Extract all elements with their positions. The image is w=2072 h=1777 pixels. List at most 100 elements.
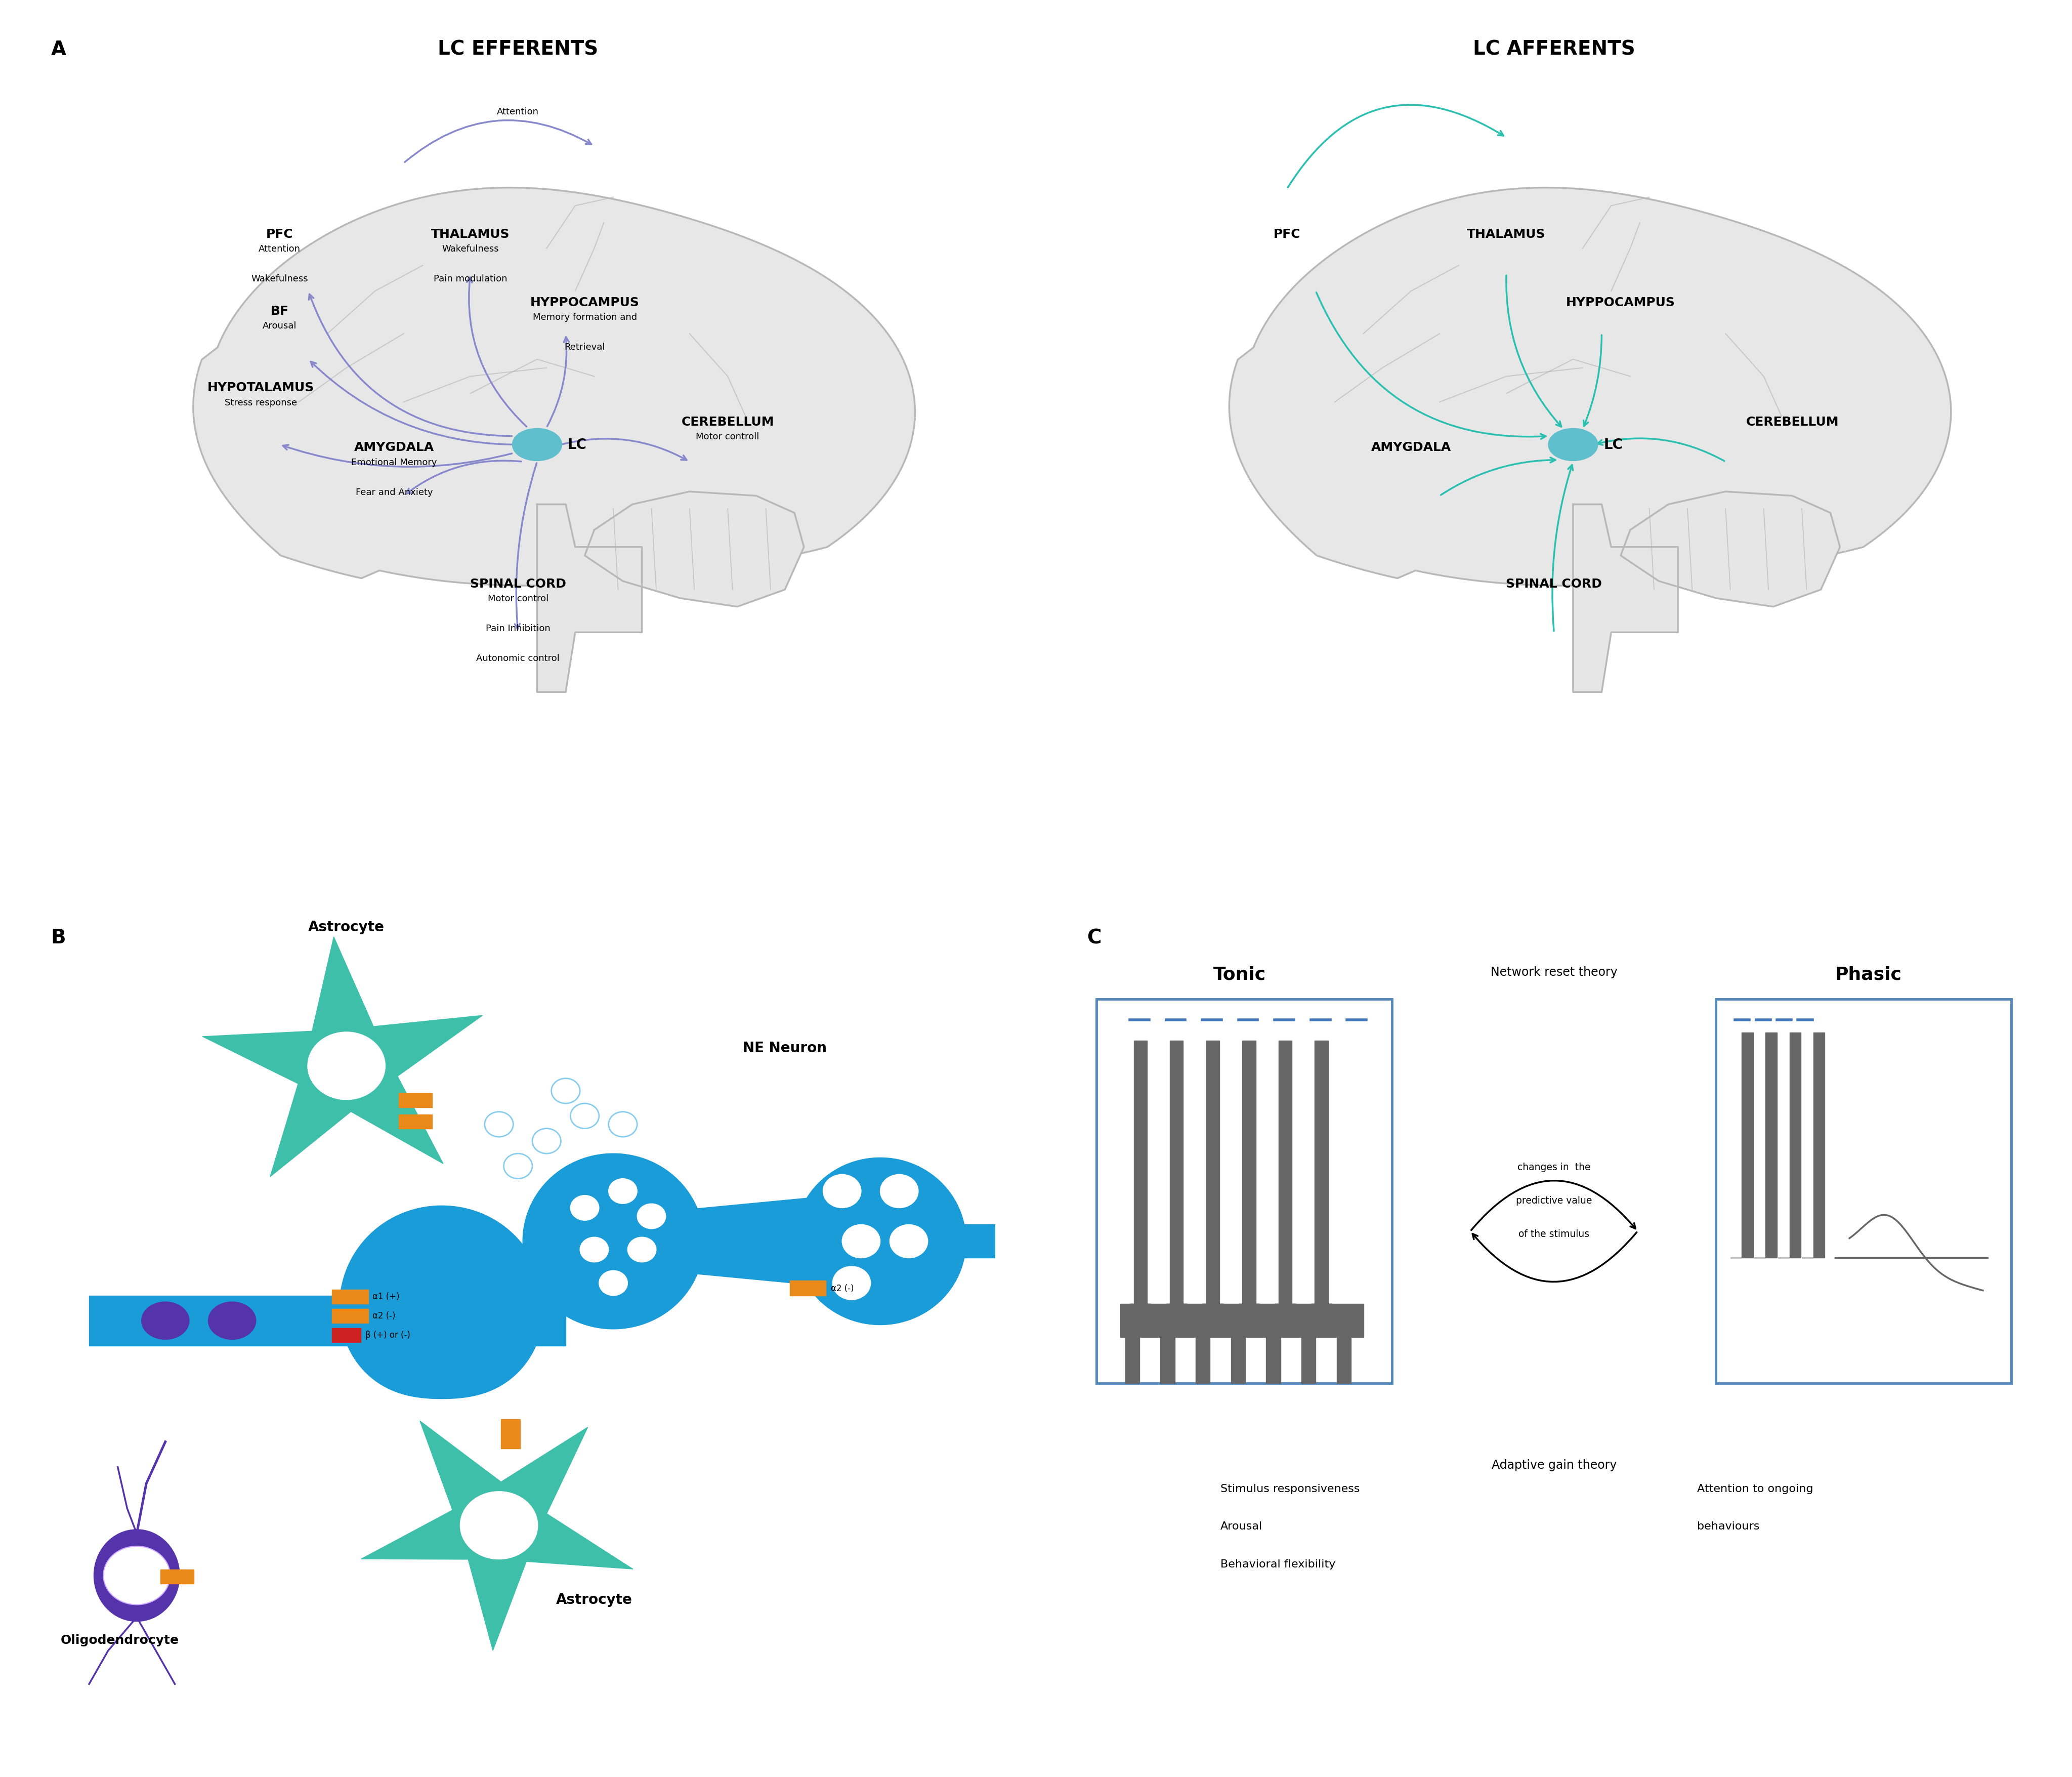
Text: of the stimulus: of the stimulus [1519,1230,1589,1239]
Polygon shape [340,1207,545,1398]
Text: HYPOTALAMUS: HYPOTALAMUS [207,382,315,394]
Text: A: A [52,39,66,59]
Circle shape [841,1224,881,1258]
Polygon shape [1730,1032,1753,1258]
Text: Arousal: Arousal [263,322,296,331]
Text: Oligodendrocyte: Oligodendrocyte [60,1635,178,1646]
Text: LC AFFERENTS: LC AFFERENTS [1473,39,1635,59]
Bar [332,1310,369,1324]
Text: Autonomic control: Autonomic control [477,654,559,663]
Text: Behavioral flexibility: Behavioral flexibility [1220,1558,1336,1569]
Circle shape [570,1196,599,1221]
Polygon shape [1312,1041,1332,1304]
Circle shape [599,1271,628,1295]
Ellipse shape [794,1159,966,1326]
Polygon shape [661,1191,881,1292]
Text: PFC: PFC [1274,227,1301,240]
Bar [332,1327,361,1342]
Polygon shape [1620,492,1840,608]
Bar [332,1290,369,1304]
Text: SPINAL CORD: SPINAL CORD [470,578,566,590]
Polygon shape [1573,505,1678,693]
Text: Network reset theory: Network reset theory [1490,967,1618,977]
Polygon shape [1229,188,1952,586]
Text: PFC: PFC [265,227,294,240]
Polygon shape [1274,1041,1295,1304]
Text: HYPPOCAMPUS: HYPPOCAMPUS [1566,297,1676,309]
Text: changes in  the: changes in the [1517,1162,1591,1171]
Text: Stress response: Stress response [224,398,296,407]
Text: Pain modulation: Pain modulation [433,274,508,284]
Text: CEREBELLUM: CEREBELLUM [682,416,775,428]
Circle shape [638,1203,665,1230]
Bar [400,1114,433,1128]
Polygon shape [1167,1041,1187,1304]
Text: NE Neuron: NE Neuron [744,1041,827,1056]
Text: Attention: Attention [259,245,300,254]
Circle shape [458,1491,539,1560]
Text: CEREBELLUM: CEREBELLUM [1747,416,1838,428]
Text: β (+) or (-): β (+) or (-) [365,1331,410,1340]
Text: Wakefulness: Wakefulness [441,245,499,254]
Text: Astrocyte: Astrocyte [309,920,385,935]
Text: AMYGDALA: AMYGDALA [354,441,435,453]
Text: α2 (-): α2 (-) [831,1283,854,1292]
Text: predictive value: predictive value [1517,1196,1591,1205]
Text: Tonic: Tonic [1212,967,1266,983]
FancyBboxPatch shape [1096,999,1392,1383]
Text: THALAMUS: THALAMUS [1467,227,1546,240]
Text: LC EFFERENTS: LC EFFERENTS [437,39,599,59]
Polygon shape [1755,1032,1778,1258]
Text: Memory formation and: Memory formation and [533,313,636,322]
Text: Retrieval: Retrieval [564,343,605,352]
Polygon shape [537,505,642,693]
Text: AMYGDALA: AMYGDALA [1372,441,1450,453]
Text: Motor control: Motor control [487,594,549,604]
Bar [162,1569,195,1583]
Text: Attention to ongoing: Attention to ongoing [1697,1484,1813,1494]
Ellipse shape [1548,428,1598,462]
Bar [400,1093,433,1107]
Text: Fear and Anxiety: Fear and Anxiety [356,487,433,498]
Polygon shape [1239,1041,1260,1304]
Text: SPINAL CORD: SPINAL CORD [1506,578,1602,590]
Text: α2 (-): α2 (-) [373,1311,396,1320]
Circle shape [580,1237,609,1262]
Text: α1 (+): α1 (+) [373,1292,400,1301]
Text: Adaptive gain theory: Adaptive gain theory [1492,1459,1616,1471]
Ellipse shape [512,428,562,462]
Bar [789,1281,827,1295]
Text: behaviours: behaviours [1697,1521,1759,1532]
Circle shape [823,1175,862,1208]
Polygon shape [1803,1032,1825,1258]
Circle shape [628,1237,657,1262]
Text: Emotional Memory: Emotional Memory [352,458,437,467]
Text: Arousal: Arousal [1220,1521,1262,1532]
Bar [501,1420,520,1448]
Text: B: B [52,928,66,947]
Polygon shape [203,936,483,1176]
FancyBboxPatch shape [1716,999,2012,1383]
Text: C: C [1088,928,1102,947]
Circle shape [833,1267,870,1301]
Text: Stimulus responsiveness: Stimulus responsiveness [1220,1484,1359,1494]
Circle shape [881,1175,918,1208]
Text: LC: LC [568,437,586,451]
Polygon shape [361,1422,632,1651]
Polygon shape [1202,1041,1222,1304]
Text: Astrocyte: Astrocyte [555,1592,632,1606]
Text: BF: BF [271,306,288,316]
Circle shape [104,1546,170,1605]
Polygon shape [1129,1041,1150,1304]
Polygon shape [193,188,916,586]
Ellipse shape [209,1303,257,1340]
Text: Pain Inhibition: Pain Inhibition [485,624,551,633]
Ellipse shape [522,1153,704,1329]
Text: Motor controll: Motor controll [696,432,760,441]
Text: LC: LC [1604,437,1622,451]
Text: THALAMUS: THALAMUS [431,227,510,240]
Text: Phasic: Phasic [1836,967,1902,983]
Circle shape [889,1224,928,1258]
Circle shape [609,1178,638,1203]
Ellipse shape [141,1303,189,1340]
